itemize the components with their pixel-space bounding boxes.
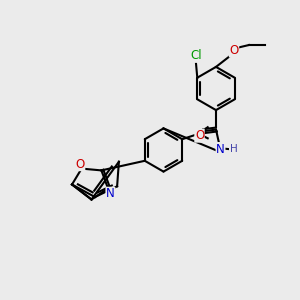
Text: Cl: Cl	[190, 49, 202, 62]
Text: N: N	[216, 142, 225, 156]
Text: O: O	[195, 129, 204, 142]
Text: N: N	[106, 187, 115, 200]
Text: H: H	[230, 144, 237, 154]
Text: O: O	[230, 44, 238, 57]
Text: O: O	[76, 158, 85, 171]
